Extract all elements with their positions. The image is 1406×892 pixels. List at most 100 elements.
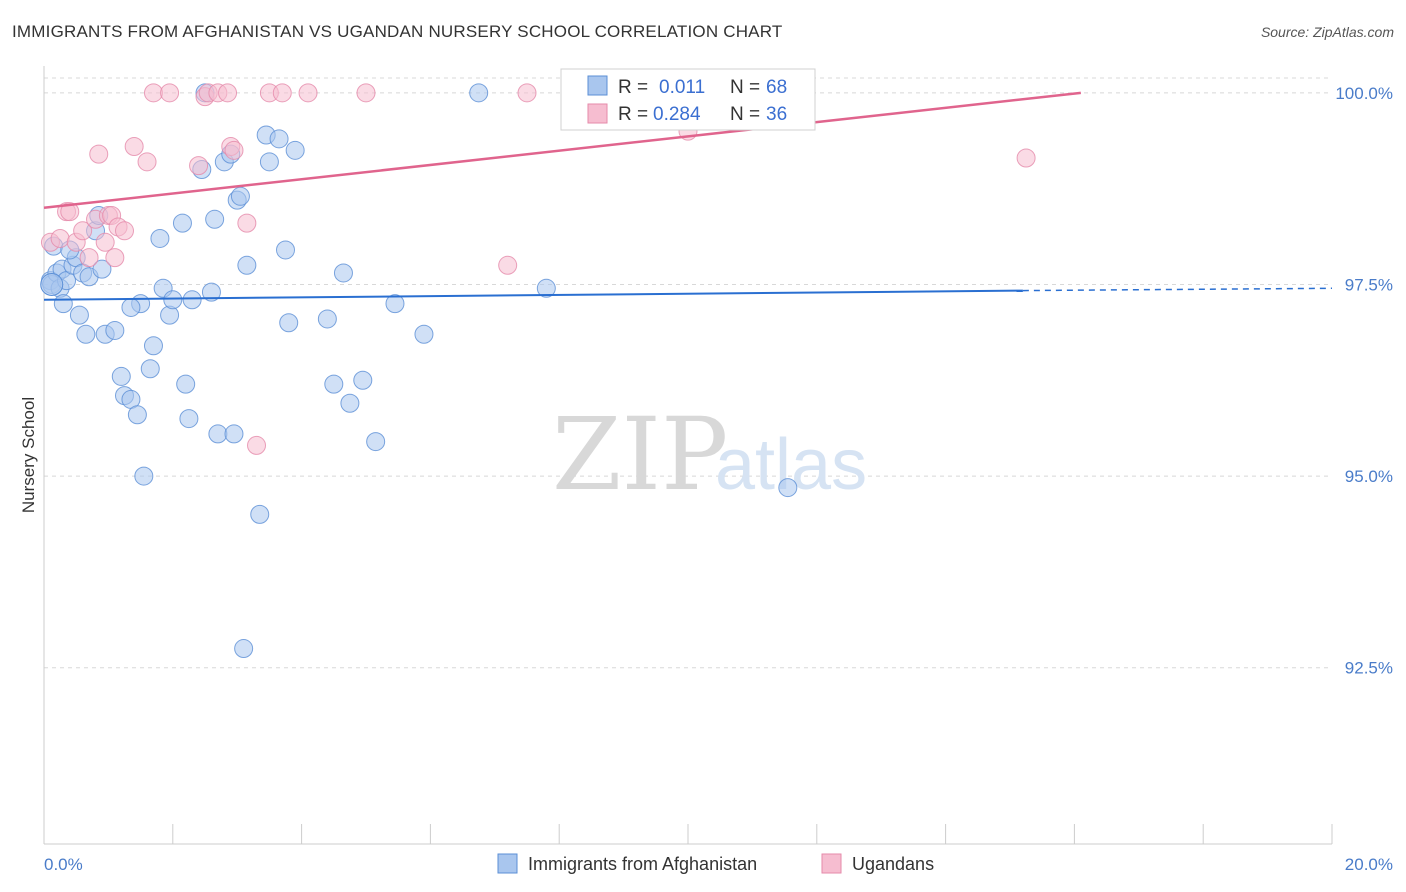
afghanistan-point	[111, 366, 131, 386]
bottom-legend-swatch-pink[interactable]	[821, 853, 842, 874]
afghanistan-point	[160, 305, 180, 325]
afghanistan-point	[269, 129, 289, 149]
afghanistan-point	[105, 320, 125, 340]
afghanistan-point	[353, 370, 373, 390]
afghanistan-point	[143, 336, 163, 356]
ugandan-point	[498, 255, 518, 275]
afghanistan-point	[150, 228, 170, 248]
top-legend: R = 0.011 N = 68 R = 0.284 N = 36	[560, 68, 816, 131]
legend-r-value-2: 0.284	[653, 104, 701, 125]
ugandan-point	[115, 221, 134, 241]
bottom-legend-label-ugandans[interactable]: Ugandans	[852, 854, 934, 874]
bottom-legend-label-afghanistan[interactable]: Immigrants from Afghanistan	[528, 854, 757, 874]
ugandan-point	[224, 140, 244, 160]
legend-n-value-2: 36	[766, 104, 787, 125]
afghanistan-point	[285, 140, 305, 160]
afghanistan-point	[53, 294, 73, 314]
legend-n-label-2: N =	[730, 104, 760, 125]
afghanistan-trend-line	[43, 289, 1023, 301]
source-credit: Source: ZipAtlas.com	[1260, 24, 1394, 40]
ugandan-point	[73, 221, 93, 241]
ugandan-point	[137, 152, 157, 172]
y-tick-label: 100.0%	[1335, 84, 1393, 103]
legend-n-value-1: 68	[766, 77, 787, 98]
afghanistan-point	[140, 359, 160, 379]
afghanistan-point	[385, 294, 405, 314]
x-tick-label-min: 0.0%	[44, 855, 83, 874]
ugandan-point	[143, 83, 163, 103]
ugandan-trend-line	[43, 91, 1081, 210]
afghanistan-point	[536, 278, 556, 298]
legend-swatch-blue	[587, 75, 608, 96]
ugandan-point	[247, 435, 267, 455]
afghanistan-point	[317, 309, 337, 329]
ugandan-point	[95, 232, 115, 252]
afghanistan-point	[182, 290, 202, 310]
afghanistan-point	[224, 424, 244, 444]
afghanistan-point	[230, 186, 250, 206]
ugandan-point	[356, 83, 376, 103]
watermark-zip: ZIP	[552, 396, 728, 513]
legend-n-label-1: N =	[730, 77, 760, 98]
afghanistan-point	[92, 259, 112, 279]
ugandan-point	[124, 136, 144, 156]
x-tick-label-max: 20.0%	[1345, 855, 1393, 874]
afghanistan-point	[121, 297, 141, 317]
axis-layer: 100.0% 97.5% 95.0% 92.5% 0.0% 20.0%	[43, 66, 1393, 874]
ugandan-point	[79, 248, 99, 268]
legend-r-label-1: R =	[618, 77, 648, 98]
afghanistan-point	[127, 405, 147, 425]
y-tick-label: 97.5%	[1345, 275, 1393, 294]
afghanistan-point	[259, 152, 279, 172]
afghanistan-point	[340, 393, 360, 413]
ugandan-point	[298, 83, 318, 103]
watermark: ZIP atlas	[552, 396, 867, 513]
bottom-legend-swatch-blue[interactable]	[497, 853, 518, 874]
trend-layer	[43, 91, 1333, 301]
y-tick-label: 92.5%	[1345, 659, 1393, 678]
afghanistan-point	[234, 639, 254, 659]
afghanistan-trend-extension	[1022, 287, 1333, 292]
points-layer	[40, 83, 1036, 659]
afghanistan-point	[250, 504, 270, 524]
afghanistan-point	[469, 83, 489, 103]
afghanistan-point	[201, 282, 221, 302]
afghanistan-point	[163, 290, 183, 310]
ugandan-point	[60, 202, 80, 222]
afghanistan-point	[179, 409, 199, 429]
afghanistan-point	[333, 263, 353, 283]
chart-title: IMMIGRANTS FROM AFGHANISTAN VS UGANDAN N…	[12, 22, 783, 41]
y-tick-label: 95.0%	[1345, 467, 1393, 486]
afghanistan-point	[205, 209, 225, 229]
ugandan-point	[1016, 148, 1036, 168]
ugandan-point	[160, 83, 180, 103]
legend-r-value-1: 0.011	[659, 77, 705, 98]
ugandan-point	[50, 228, 70, 248]
afghanistan-point	[778, 478, 798, 498]
ugandan-point	[237, 213, 257, 233]
y-axis-label: Nursery School	[19, 397, 38, 513]
afghanistan-point	[176, 374, 196, 394]
ugandan-point	[105, 248, 125, 268]
ugandan-point	[218, 83, 238, 103]
grid-layer	[44, 77, 1332, 669]
afghanistan-point	[172, 213, 192, 233]
afghanistan-point	[237, 255, 257, 275]
afghanistan-point	[276, 240, 295, 260]
afghanistan-point-cluster	[40, 272, 64, 296]
bottom-legend: Immigrants from Afghanistan Ugandans	[497, 853, 934, 874]
afghanistan-point	[324, 374, 344, 394]
afghanistan-point	[279, 313, 299, 333]
afghanistan-point	[69, 305, 89, 325]
afghanistan-point	[414, 324, 434, 344]
afghanistan-point	[208, 424, 228, 444]
ugandan-point	[89, 144, 109, 164]
afghanistan-point	[366, 432, 386, 452]
afghanistan-point	[76, 324, 96, 344]
afghanistan-point	[134, 466, 154, 486]
legend-swatch-pink	[587, 103, 608, 124]
ugandan-point	[189, 156, 209, 176]
legend-r-label-2: R =	[618, 104, 648, 125]
ugandan-point	[517, 83, 537, 103]
